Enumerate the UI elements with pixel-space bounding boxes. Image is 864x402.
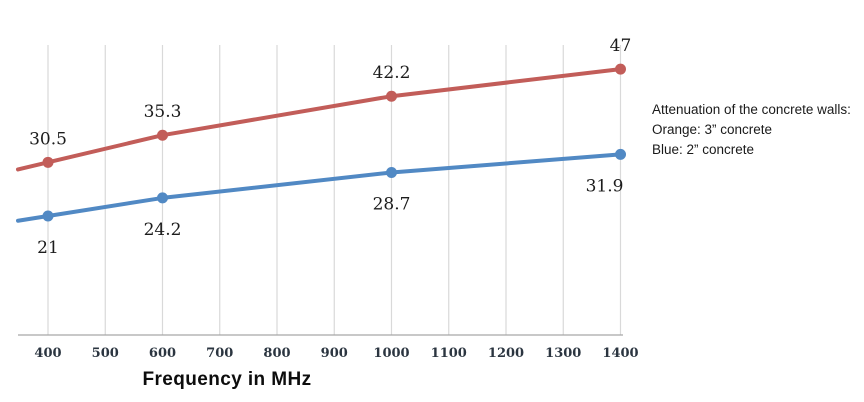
chart-canvas: 400 500 600 700 800 900 1000 1100 1200 1300 1400 30…: [16, 36, 639, 361]
series-line-0: [16, 67, 623, 172]
series-line-1: [16, 152, 623, 223]
x-tick-label: 1100: [431, 346, 467, 361]
x-tick-label: 400: [34, 346, 61, 361]
x-tick-label: 1000: [373, 346, 409, 361]
chart-legend: Attenuation of the concrete walls: Orang…: [652, 100, 864, 160]
data-point-series-1: [386, 166, 397, 178]
data-label-series-0: 35.3: [144, 102, 182, 122]
data-label-series-0: 47: [610, 36, 632, 56]
x-tick-label: 700: [206, 346, 233, 361]
x-axis-title: Frequency in MHz: [142, 369, 312, 390]
data-label-series-0: 30.5: [29, 129, 67, 149]
data-label-series-0: 42.2: [373, 63, 411, 83]
data-point-series-0: [157, 129, 168, 141]
x-tick-label: 600: [149, 346, 176, 361]
data-point-series-0: [615, 63, 626, 75]
data-label-series-1: 21: [37, 238, 59, 258]
x-tick-label: 1300: [545, 346, 581, 361]
x-tick-label: 1200: [488, 346, 524, 361]
data-point-series-1: [157, 192, 168, 204]
x-tick-label: 900: [321, 346, 348, 361]
data-label-series-1: 31.9: [586, 176, 624, 196]
data-point-series-0: [386, 90, 397, 102]
x-tick-label: 800: [263, 346, 290, 361]
data-label-series-1: 28.7: [373, 194, 411, 214]
x-tick-label: 1400: [602, 346, 638, 361]
x-tick-label: 500: [92, 346, 119, 361]
legend-title: Attenuation of the concrete walls:: [652, 102, 851, 117]
data-label-series-1: 24.2: [144, 220, 182, 240]
legend-entry-orange: Orange: 3” concrete: [652, 122, 773, 137]
data-point-series-1: [42, 210, 54, 222]
legend-entry-blue: Blue: 2” concrete: [652, 142, 755, 157]
data-point-series-0: [42, 156, 54, 168]
data-point-series-1: [615, 148, 626, 160]
